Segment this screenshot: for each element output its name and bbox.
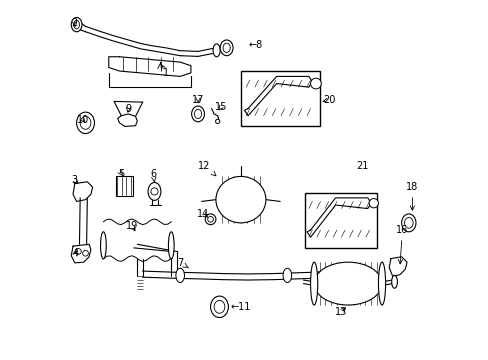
Ellipse shape — [223, 43, 230, 53]
Text: 12: 12 — [198, 161, 216, 176]
Ellipse shape — [378, 262, 385, 305]
Circle shape — [207, 216, 213, 222]
Text: 21: 21 — [355, 161, 368, 171]
Ellipse shape — [216, 176, 265, 223]
Text: 5: 5 — [118, 168, 124, 179]
Text: 4: 4 — [73, 248, 79, 258]
Ellipse shape — [101, 232, 106, 259]
Text: 2: 2 — [72, 18, 78, 28]
Ellipse shape — [220, 40, 233, 56]
Circle shape — [151, 188, 158, 195]
Text: 13: 13 — [334, 307, 346, 317]
Circle shape — [368, 199, 378, 208]
Text: ←11: ←11 — [230, 302, 250, 312]
Text: 15: 15 — [215, 102, 227, 112]
Text: 16: 16 — [395, 225, 407, 264]
Text: 17: 17 — [191, 95, 204, 105]
Text: 14: 14 — [197, 209, 209, 219]
Ellipse shape — [191, 106, 204, 122]
Ellipse shape — [80, 116, 91, 129]
Ellipse shape — [213, 44, 220, 57]
Circle shape — [310, 78, 321, 89]
Text: 7: 7 — [177, 258, 188, 268]
Ellipse shape — [176, 268, 184, 283]
Text: 18: 18 — [406, 182, 418, 210]
Text: 6: 6 — [150, 168, 156, 182]
Text: 3: 3 — [72, 175, 78, 185]
Ellipse shape — [214, 300, 224, 313]
Ellipse shape — [404, 217, 412, 228]
Ellipse shape — [194, 109, 201, 118]
Text: 19: 19 — [125, 221, 138, 231]
Text: 9: 9 — [125, 104, 131, 113]
Text: ←8: ←8 — [247, 40, 262, 50]
Circle shape — [205, 214, 216, 225]
Ellipse shape — [168, 232, 174, 259]
Ellipse shape — [210, 296, 228, 318]
Circle shape — [215, 119, 220, 123]
Ellipse shape — [391, 275, 397, 288]
Ellipse shape — [310, 262, 317, 305]
Circle shape — [75, 249, 81, 254]
Bar — [305, 193, 376, 248]
Ellipse shape — [71, 18, 82, 32]
Ellipse shape — [313, 262, 381, 305]
Bar — [116, 176, 133, 196]
Text: 10: 10 — [77, 115, 89, 125]
Bar — [241, 71, 319, 126]
Ellipse shape — [74, 20, 80, 29]
Ellipse shape — [77, 112, 94, 134]
Ellipse shape — [401, 214, 415, 232]
Ellipse shape — [148, 183, 161, 201]
Text: 20: 20 — [323, 95, 335, 105]
Circle shape — [82, 250, 88, 256]
Ellipse shape — [283, 268, 291, 283]
Text: 1: 1 — [161, 65, 169, 78]
